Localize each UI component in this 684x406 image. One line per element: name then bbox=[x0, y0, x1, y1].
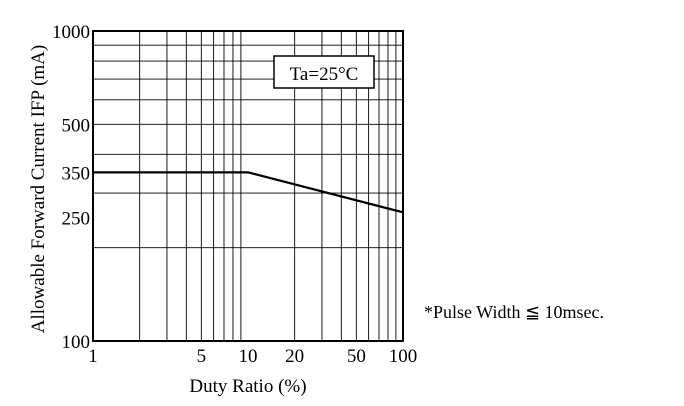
x-tick-label: 5 bbox=[197, 346, 207, 367]
series-layer bbox=[93, 171, 404, 214]
y-tick-label: 350 bbox=[62, 163, 91, 184]
annotation-label: Ta=25°C bbox=[290, 64, 359, 85]
x-tick-labels: 1 5 10 20 50 100 bbox=[88, 346, 417, 367]
y-tick-label: 100 bbox=[62, 332, 91, 353]
pulse-width-note: *Pulse Width ≦ 10msec. bbox=[424, 302, 605, 322]
y-tick-label: 1000 bbox=[52, 22, 90, 43]
series-line bbox=[93, 171, 404, 214]
x-tick-label: 100 bbox=[389, 346, 418, 367]
x-tick-label: 1 bbox=[88, 346, 98, 367]
x-axis-label: Duty Ratio (%) bbox=[189, 376, 306, 397]
annotation-box: Ta=25°C bbox=[273, 55, 375, 89]
x-tick-label: 20 bbox=[285, 346, 304, 367]
y-tick-label: 250 bbox=[62, 209, 91, 230]
x-tick-label: 50 bbox=[347, 346, 366, 367]
y-axis-label: Allowable Forward Current IFP (mA) bbox=[28, 45, 49, 333]
x-tick-label: 10 bbox=[239, 346, 258, 367]
plot-frame bbox=[92, 30, 404, 342]
y-tick-labels: 100 250 350 500 1000 bbox=[52, 22, 90, 353]
y-tick-label: 500 bbox=[62, 115, 91, 136]
